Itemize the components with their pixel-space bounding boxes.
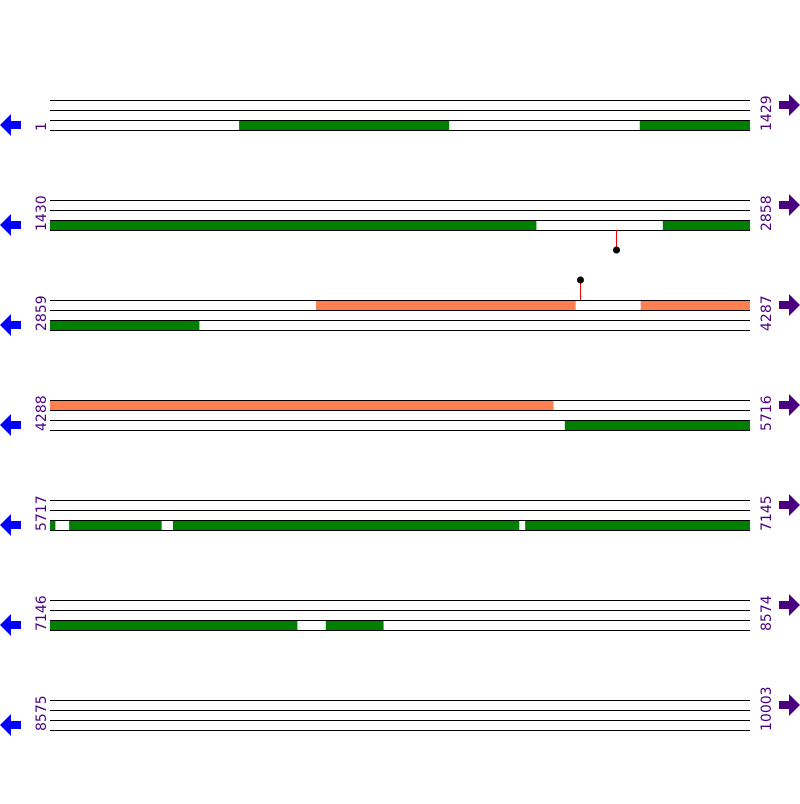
green-feature (662, 220, 750, 230)
green-feature (564, 420, 750, 430)
row-start-label: 7146 (34, 595, 50, 631)
row-end-label: 10003 (759, 686, 775, 731)
marker-head (577, 276, 584, 284)
green-feature (50, 620, 298, 630)
arrow-right-icon[interactable] (779, 394, 800, 416)
sequence-row: 2859 4287 (0, 276, 800, 336)
arrow-right-icon[interactable] (779, 694, 800, 716)
row-start-label: 2859 (34, 295, 50, 331)
green-feature (239, 120, 450, 130)
sequence-row: 1430 2858 (0, 194, 800, 254)
row-end-label: 5716 (759, 395, 775, 431)
arrow-right-icon[interactable] (779, 194, 800, 216)
row-start-label: 1 (34, 122, 50, 131)
arrow-left-icon[interactable] (0, 614, 21, 636)
row-start-label: 8575 (34, 695, 50, 731)
row-start-label: 5717 (34, 495, 50, 531)
sequence-row: 5717 7145 (0, 494, 800, 536)
row-end-label: 2858 (759, 195, 775, 231)
row-start-label: 1430 (34, 195, 50, 231)
green-feature (50, 220, 537, 230)
sequence-row: 1 1429 (0, 94, 800, 136)
row-end-label: 4287 (759, 295, 775, 331)
arrow-left-icon[interactable] (0, 414, 21, 436)
green-feature (639, 120, 750, 130)
row-end-label: 7145 (759, 495, 775, 531)
green-feature (50, 320, 200, 330)
green-feature (69, 520, 162, 530)
green-feature (50, 520, 56, 530)
arrow-left-icon[interactable] (0, 214, 21, 236)
row-end-label: 8574 (759, 595, 775, 631)
arrow-left-icon[interactable] (0, 514, 21, 536)
orange-feature (315, 300, 576, 310)
arrow-right-icon[interactable] (779, 594, 800, 616)
sequence-row: 8575 10003 (0, 686, 800, 736)
arrow-right-icon[interactable] (779, 494, 800, 516)
marker-head (613, 246, 620, 254)
arrow-left-icon[interactable] (0, 114, 21, 136)
arrow-right-icon[interactable] (779, 294, 800, 316)
orange-feature (640, 300, 750, 310)
sequence-row: 4288 5716 (0, 394, 800, 436)
sequence-row: 7146 8574 (0, 594, 800, 636)
arrow-left-icon[interactable] (0, 314, 21, 336)
green-feature (325, 620, 384, 630)
row-end-label: 1429 (759, 95, 775, 131)
green-feature (172, 520, 520, 530)
green-feature (525, 520, 750, 530)
arrow-left-icon[interactable] (0, 714, 21, 736)
row-start-label: 4288 (34, 395, 50, 431)
arrow-right-icon[interactable] (779, 94, 800, 116)
orange-feature (50, 400, 554, 410)
